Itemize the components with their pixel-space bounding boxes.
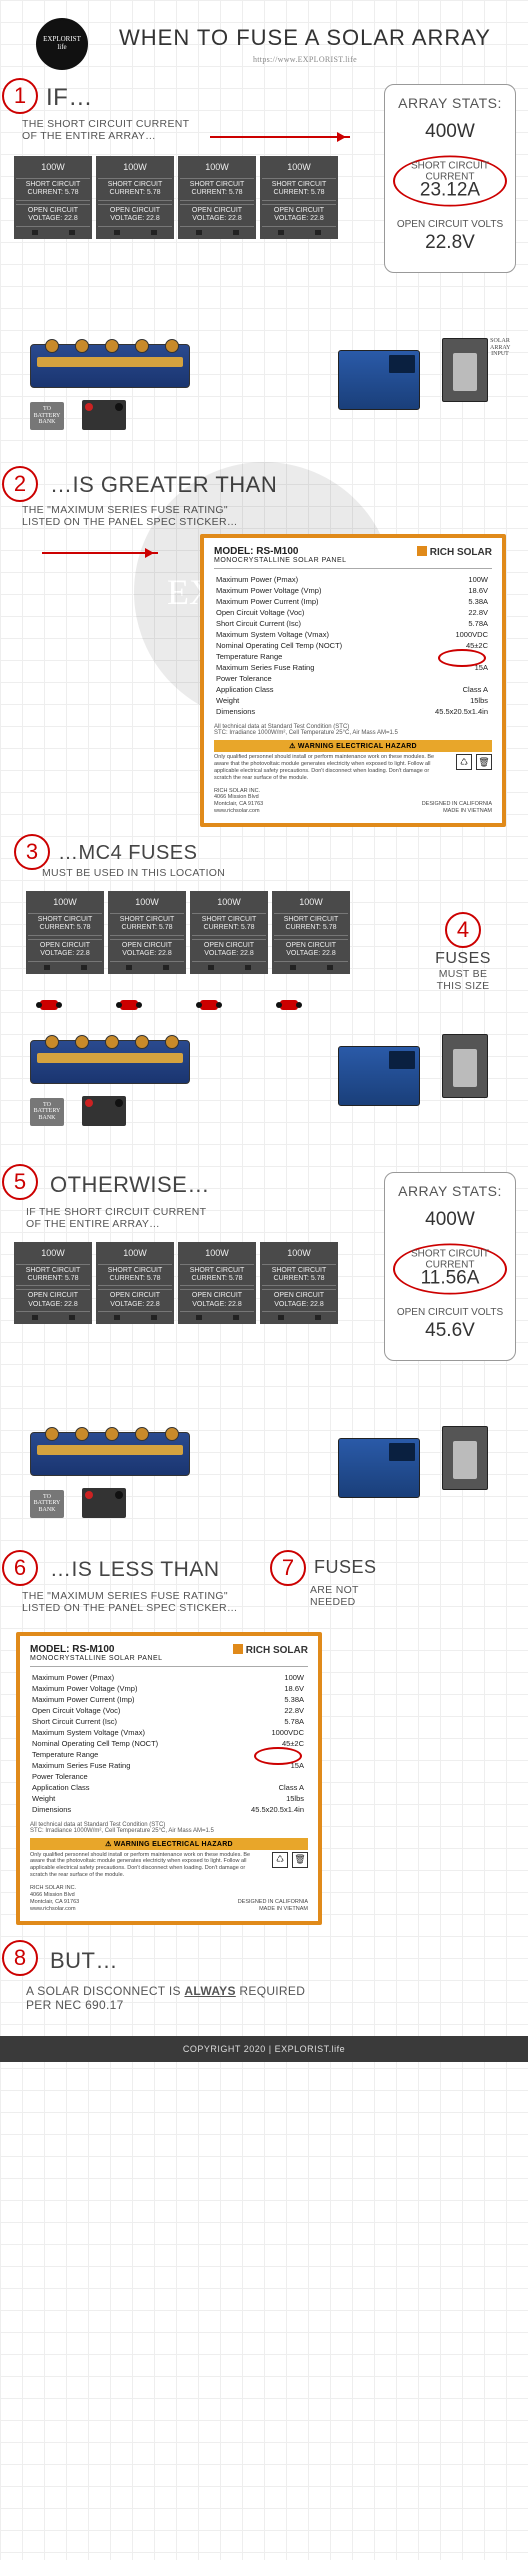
logo-icon: EXPLORIST life bbox=[36, 18, 88, 70]
step-4-sub: MUST BE THIS SIZE bbox=[416, 968, 510, 992]
equipment-row-3: TO BATTERY BANK bbox=[16, 1432, 512, 1514]
stats-isc: 11.56A bbox=[397, 1267, 503, 1289]
step-3-heading: …MC4 FUSES bbox=[58, 842, 512, 865]
spec-sticker-2: MODEL: RS-M100MONOCRYSTALLINE SOLAR PANE… bbox=[16, 1632, 512, 1925]
solar-panel: 100WSHORT CIRCUIT CURRENT: 5.78OPEN CIRC… bbox=[178, 156, 256, 239]
page-title: WHEN TO FUSE A SOLAR ARRAY bbox=[102, 25, 508, 51]
stats-watt: 400W bbox=[393, 121, 507, 143]
stats-voc: 45.6V bbox=[393, 1320, 507, 1342]
solar-inlet-icon bbox=[442, 1034, 488, 1098]
charge-controller-icon bbox=[338, 1438, 420, 1498]
mc4-fuse-row bbox=[40, 1000, 512, 1010]
battery-label: TO BATTERY BANK bbox=[30, 402, 64, 430]
step-8-sub: A SOLAR DISCONNECT IS ALWAYS REQUIREDPER… bbox=[26, 1984, 512, 2012]
shunt-icon bbox=[82, 400, 126, 430]
solar-panel: 100WSHORT CIRCUIT CURRENT: 5.78OPEN CIRC… bbox=[272, 891, 350, 974]
battery-label: TO BATTERY BANK bbox=[30, 1098, 64, 1126]
step-1-marker: 1 bbox=[2, 78, 38, 114]
mc4-fuse-icon bbox=[200, 1000, 218, 1010]
mc4-fuse-icon bbox=[280, 1000, 298, 1010]
solar-inlet-icon bbox=[442, 1426, 488, 1490]
solar-panel: 100WSHORT CIRCUIT CURRENT: 5.78OPEN CIRC… bbox=[96, 156, 174, 239]
step-6-sub: THE "MAXIMUM SERIES FUSE RATING" LISTED … bbox=[22, 1590, 512, 1614]
stats-title: ARRAY STATS: bbox=[393, 95, 507, 111]
stats-voc-lbl: OPEN CIRCUIT VOLTS bbox=[393, 1307, 507, 1318]
step-3-marker: 3 bbox=[14, 834, 50, 870]
stats-voc: 22.8V bbox=[393, 232, 507, 254]
charge-controller-icon bbox=[338, 350, 420, 410]
stats-title: ARRAY STATS: bbox=[393, 1183, 507, 1199]
solar-panel: 100WSHORT CIRCUIT CURRENT: 5.78OPEN CIRC… bbox=[260, 156, 338, 239]
step-6-marker: 6 bbox=[2, 1550, 38, 1586]
spec-sticker-1: MODEL: RS-M100MONOCRYSTALLINE SOLAR PANE… bbox=[200, 534, 506, 827]
step-2-marker: 2 bbox=[2, 466, 38, 502]
solar-panel: 100WSHORT CIRCUIT CURRENT: 5.78OPEN CIRC… bbox=[260, 1242, 338, 1325]
busbar-icon bbox=[30, 344, 190, 388]
array-stats-b: ARRAY STATS: 400W SHORT CIRCUIT CURRENT … bbox=[384, 1172, 516, 1361]
step-4-heading: FUSES bbox=[416, 950, 510, 968]
stats-voc-lbl: OPEN CIRCUIT VOLTS bbox=[393, 219, 507, 230]
step-8-marker: 8 bbox=[2, 1940, 38, 1976]
battery-label: TO BATTERY BANK bbox=[30, 1490, 64, 1518]
array-stats-a: ARRAY STATS: 400W SHORT CIRCUIT CURRENT … bbox=[384, 84, 516, 273]
step-2-heading: …IS GREATER THAN bbox=[50, 472, 512, 498]
step-6-heading: …IS LESS THAN bbox=[50, 1558, 220, 1582]
step-7-sub: ARE NOT NEEDED bbox=[310, 1584, 377, 1608]
solar-panel: 100WSHORT CIRCUIT CURRENT: 5.78OPEN CIRC… bbox=[108, 891, 186, 974]
solar-panel: 100WSHORT CIRCUIT CURRENT: 5.78OPEN CIRC… bbox=[190, 891, 268, 974]
step-3-sub: MUST BE USED IN THIS LOCATION bbox=[42, 867, 512, 879]
stats-isc: 23.12A bbox=[397, 179, 503, 201]
solar-inlet-icon bbox=[442, 338, 488, 402]
step-2-sub: THE "MAXIMUM SERIES FUSE RATING" LISTED … bbox=[22, 504, 512, 528]
equipment-row-2: TO BATTERY BANK bbox=[16, 1040, 512, 1122]
mc4-fuse-icon bbox=[40, 1000, 58, 1010]
step-4-marker: 4 bbox=[445, 912, 481, 948]
shunt-icon bbox=[82, 1096, 126, 1126]
solar-panel: 100WSHORT CIRCUIT CURRENT: 5.78OPEN CIRC… bbox=[26, 891, 104, 974]
arrow-to-stats-icon bbox=[210, 136, 350, 138]
equipment-row-1: TO BATTERY BANK SOLAR ARRAY INPUT bbox=[16, 344, 512, 426]
stats-isc-highlight: SHORT CIRCUIT CURRENT 23.12A bbox=[393, 156, 507, 207]
busbar-icon bbox=[30, 1040, 190, 1084]
header: EXPLORIST life WHEN TO FUSE A SOLAR ARRA… bbox=[0, 0, 528, 80]
solar-inlet-label: SOLAR ARRAY INPUT bbox=[490, 338, 510, 358]
shunt-icon bbox=[82, 1488, 126, 1518]
footer: COPYRIGHT 2020 | EXPLORIST.life bbox=[0, 2036, 528, 2062]
stats-isc-highlight: SHORT CIRCUIT CURRENT 11.56A bbox=[393, 1243, 507, 1294]
page-url: https://www.EXPLORIST.life bbox=[102, 55, 508, 64]
solar-panel: 100WSHORT CIRCUIT CURRENT: 5.78OPEN CIRC… bbox=[96, 1242, 174, 1325]
solar-panel: 100WSHORT CIRCUIT CURRENT: 5.78OPEN CIRC… bbox=[14, 156, 92, 239]
step-5-marker: 5 bbox=[2, 1164, 38, 1200]
step-8-heading: BUT… bbox=[50, 1948, 512, 1974]
step-7-heading: FUSES bbox=[314, 1557, 377, 1577]
stats-watt: 400W bbox=[393, 1209, 507, 1231]
charge-controller-icon bbox=[338, 1046, 420, 1106]
arrow-to-sticker-icon bbox=[42, 552, 158, 554]
solar-panel: 100WSHORT CIRCUIT CURRENT: 5.78OPEN CIRC… bbox=[14, 1242, 92, 1325]
solar-panel: 100WSHORT CIRCUIT CURRENT: 5.78OPEN CIRC… bbox=[178, 1242, 256, 1325]
step-7-marker: 7 bbox=[270, 1550, 306, 1586]
busbar-icon bbox=[30, 1432, 190, 1476]
mc4-fuse-icon bbox=[120, 1000, 138, 1010]
